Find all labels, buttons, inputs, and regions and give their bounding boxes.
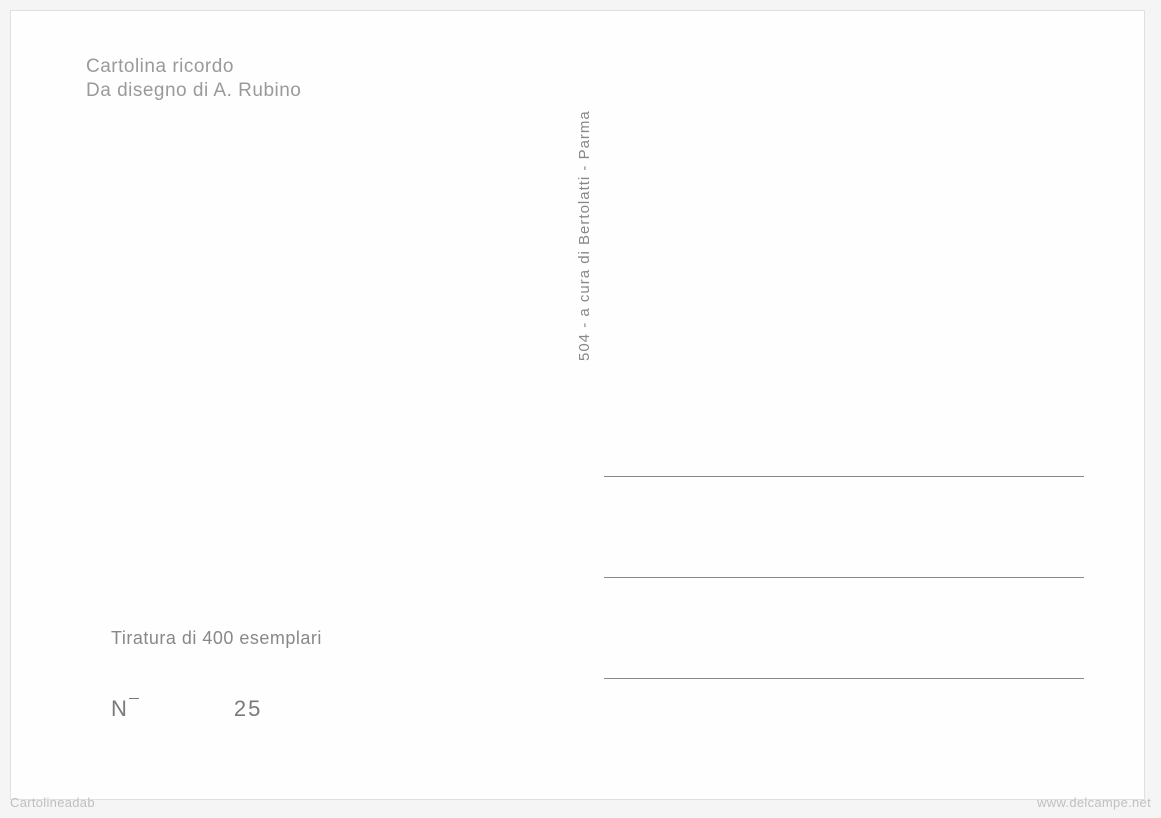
publisher-info: 504 - a cura di Bertolatti - Parma xyxy=(576,21,593,361)
number-label: N xyxy=(111,696,128,722)
edition-info: Tiratura di 400 esemplari xyxy=(111,628,322,649)
address-lines-container xyxy=(604,476,1084,779)
postcard-header: Cartolina ricordo Da disegno di A. Rubin… xyxy=(86,56,301,102)
address-line xyxy=(604,678,1084,679)
watermark-left: Cartolineadab xyxy=(10,795,95,810)
header-subtitle: Da disegno di A. Rubino xyxy=(86,80,301,102)
watermark-right: www.delcampe.net xyxy=(1037,795,1151,810)
number-section: N 25 xyxy=(111,696,262,722)
address-line xyxy=(604,476,1084,477)
number-value: 25 xyxy=(234,696,262,722)
header-title: Cartolina ricordo xyxy=(86,56,301,78)
address-line xyxy=(604,577,1084,578)
postcard-back: Cartolina ricordo Da disegno di A. Rubin… xyxy=(10,10,1145,800)
number-underline xyxy=(129,698,139,699)
